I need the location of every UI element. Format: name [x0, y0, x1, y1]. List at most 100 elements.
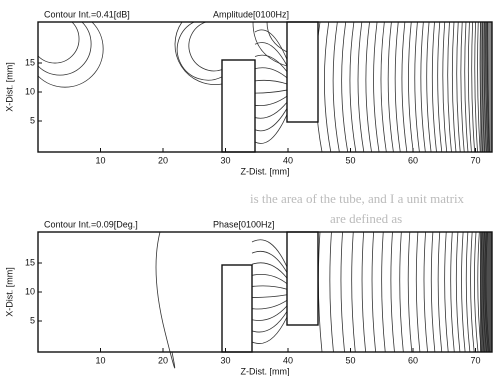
x-tick-label: 70 [470, 155, 480, 165]
contour-line [266, 21, 288, 53]
contour-line [251, 316, 288, 344]
contour-line [390, 231, 395, 353]
x-tick-label: 30 [220, 355, 230, 365]
contour-line [252, 21, 288, 67]
plot-frame [37, 21, 493, 153]
contour-line [437, 231, 443, 353]
contour-line [318, 231, 323, 353]
contour-line [351, 231, 356, 353]
contour-label: Contour Int.=0.41[dB] [44, 9, 130, 19]
contour-line [155, 231, 176, 369]
contour-line [176, 21, 223, 81]
contour-line [399, 231, 404, 353]
contour-line [341, 21, 349, 153]
y-tick-label: 5 [30, 115, 35, 125]
contour-line [467, 21, 472, 153]
contour-line [365, 21, 372, 153]
y-tick-label: 10 [25, 86, 35, 96]
dense-edge [480, 22, 492, 152]
dense-edge [480, 232, 492, 352]
contour-line [447, 21, 452, 153]
tube-wall [221, 264, 253, 353]
x-tick-label: 60 [408, 355, 418, 365]
x-tick-label: 10 [95, 155, 105, 165]
y-tick-label: 5 [30, 315, 35, 325]
x-tick-label: 20 [158, 355, 168, 365]
y-tick-label: 10 [25, 286, 35, 296]
contours [155, 231, 492, 369]
contour-line [456, 21, 461, 153]
x-tick-label: 70 [470, 355, 480, 365]
contour-line [430, 231, 436, 353]
contour-line [451, 21, 457, 153]
plot-title: Amplitude[0100Hz] [213, 9, 289, 19]
contour-line [387, 21, 394, 153]
x-tick-label: 50 [345, 155, 355, 165]
background-text: is the area of the tube, and I a unit ma… [250, 191, 465, 206]
contour-line [373, 21, 380, 153]
contour-line [380, 21, 387, 153]
contour-line [423, 231, 428, 353]
contour-line [254, 89, 288, 94]
contour-line [477, 21, 481, 153]
tube-wall [221, 59, 256, 153]
contour-line [401, 21, 408, 153]
contour-line [414, 21, 420, 153]
contour-line [329, 231, 334, 353]
background-text: are defined as [330, 211, 402, 226]
contour-line [332, 21, 340, 153]
contour-line [420, 21, 426, 153]
contour-line [251, 239, 288, 268]
contour-line [251, 273, 288, 284]
contour-line [426, 21, 432, 153]
y-tick-label: 15 [25, 57, 35, 67]
contour-line [324, 21, 332, 153]
contour-line [254, 42, 288, 66]
x-tick-label: 40 [283, 155, 293, 165]
contour-line [407, 231, 413, 353]
contour-line [361, 231, 367, 353]
contour-line [174, 21, 223, 85]
contour-line [254, 114, 288, 144]
x-tick-label: 40 [283, 355, 293, 365]
contours [37, 21, 492, 153]
contour-line [251, 250, 288, 273]
contour-line [37, 21, 80, 64]
y-axis-label: X-Dist. [mm] [4, 62, 14, 112]
contour-line [464, 21, 469, 153]
contour-line [254, 29, 288, 60]
y-axis-label: X-Dist. [mm] [4, 267, 14, 317]
contour-line [254, 108, 288, 132]
x-axis-label: Z-Dist. [mm] [241, 166, 290, 176]
contour-line [437, 21, 443, 153]
contour-line [461, 231, 466, 353]
x-tick-label: 30 [220, 155, 230, 165]
contour-line [340, 231, 345, 353]
contour-line [251, 262, 288, 279]
contour-line [474, 231, 479, 353]
y-tick-label: 15 [25, 257, 35, 267]
contour-line [37, 21, 92, 76]
contour-line [465, 231, 471, 353]
contour-line [471, 21, 476, 153]
contour-line [442, 21, 448, 153]
contour-line [251, 285, 288, 290]
contour-line [394, 21, 401, 153]
contour-line [349, 21, 357, 153]
tube-wall [286, 231, 319, 326]
contour-line [450, 231, 455, 353]
contour-line [251, 311, 288, 333]
contour-line [254, 67, 288, 79]
contour-line [254, 102, 288, 119]
contour-line [251, 299, 288, 310]
contour-line [254, 54, 288, 72]
contour-label: Contour Int.=0.09[Deg.] [44, 219, 138, 229]
contour-line [251, 294, 288, 298]
contour-line [254, 95, 288, 107]
contour-line [431, 21, 437, 153]
contour-line [381, 231, 386, 353]
x-axis-label: Z-Dist. [mm] [241, 366, 290, 376]
contour-line [408, 21, 414, 153]
contour-line [474, 21, 478, 153]
